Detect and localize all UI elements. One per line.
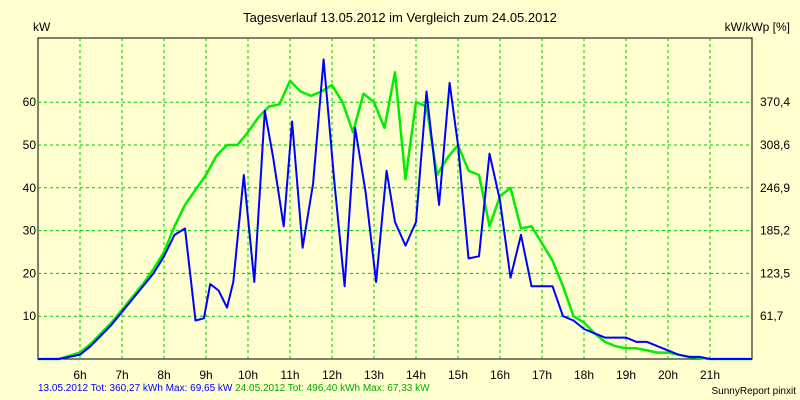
x-tick-label: 7h [115,368,128,382]
x-tick-label: 11h [280,368,299,382]
y-tick-label: 50 [23,138,37,152]
y2-axis-label: kW/kWp [%] [724,20,790,34]
x-tick-label: 18h [574,368,594,382]
series2-summary: 24.05.2012 Tot: 496,40 kWh Max: 67,33 kW [235,383,430,394]
y2-tick-label: 308,6 [760,138,790,152]
x-tick-label: 6h [73,368,86,382]
y-tick-label: 10 [23,309,37,323]
y-tick-label: 60 [23,95,37,109]
x-tick-label: 17h [532,368,552,382]
x-tick-label: 19h [616,368,636,382]
x-tick-label: 16h [490,368,510,382]
y-tick-label: 30 [23,224,37,238]
chart-title: Tagesverlauf 13.05.2012 im Vergleich zum… [243,10,557,25]
plot-area [37,37,753,360]
x-tick-label: 14h [406,368,426,382]
x-tick-label: 8h [157,368,170,382]
credit-text: SunnyReport pinxit [711,386,797,397]
series-lines [38,58,752,361]
y-tick-label: 20 [23,266,37,280]
x-tick-label: 15h [448,368,468,382]
x-tick-label: 9h [199,368,212,382]
y-tick-label: 40 [23,181,37,195]
grid [38,38,752,359]
x-tick-label: 13h [364,368,384,382]
y2-tick-label: 185,2 [760,224,790,238]
x-tick-label: 12h [322,368,342,382]
y2-tick-label: 123,5 [760,266,790,280]
y-axis-label: kW [33,20,51,34]
series-line-1 [38,58,752,360]
series-line-2 [38,70,752,361]
y2-tick-label: 61,7 [760,309,784,323]
x-tick-label: 20h [658,368,678,382]
footer-summary: 13.05.2012 Tot: 360,27 kWh Max: 69,65 kW… [38,383,430,394]
y2-tick-label: 246,9 [760,181,790,195]
plot-border [37,37,753,360]
series1-summary: 13.05.2012 Tot: 360,27 kWh Max: 69,65 kW [38,383,233,394]
y2-tick-label: 370,4 [760,95,790,109]
x-tick-label: 21h [700,368,720,382]
x-tick-label: 10h [238,368,258,382]
axis-tick-labels: 6h 7h 8h 9h 10h 11h 12h 13h 14h 15h 16h 17h 18h 19h 20… [23,95,791,382]
